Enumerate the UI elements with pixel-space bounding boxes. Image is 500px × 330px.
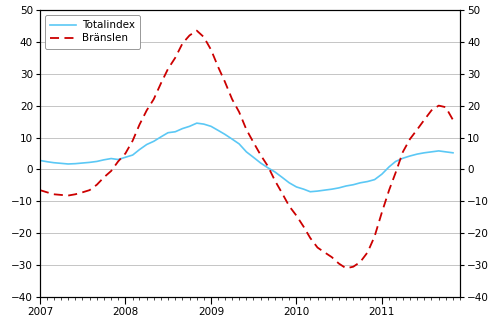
Line: Totalindex: Totalindex bbox=[40, 123, 453, 192]
Legend: Totalindex, Bränslen: Totalindex, Bränslen bbox=[45, 15, 140, 49]
Line: Bränslen: Bränslen bbox=[40, 31, 453, 268]
